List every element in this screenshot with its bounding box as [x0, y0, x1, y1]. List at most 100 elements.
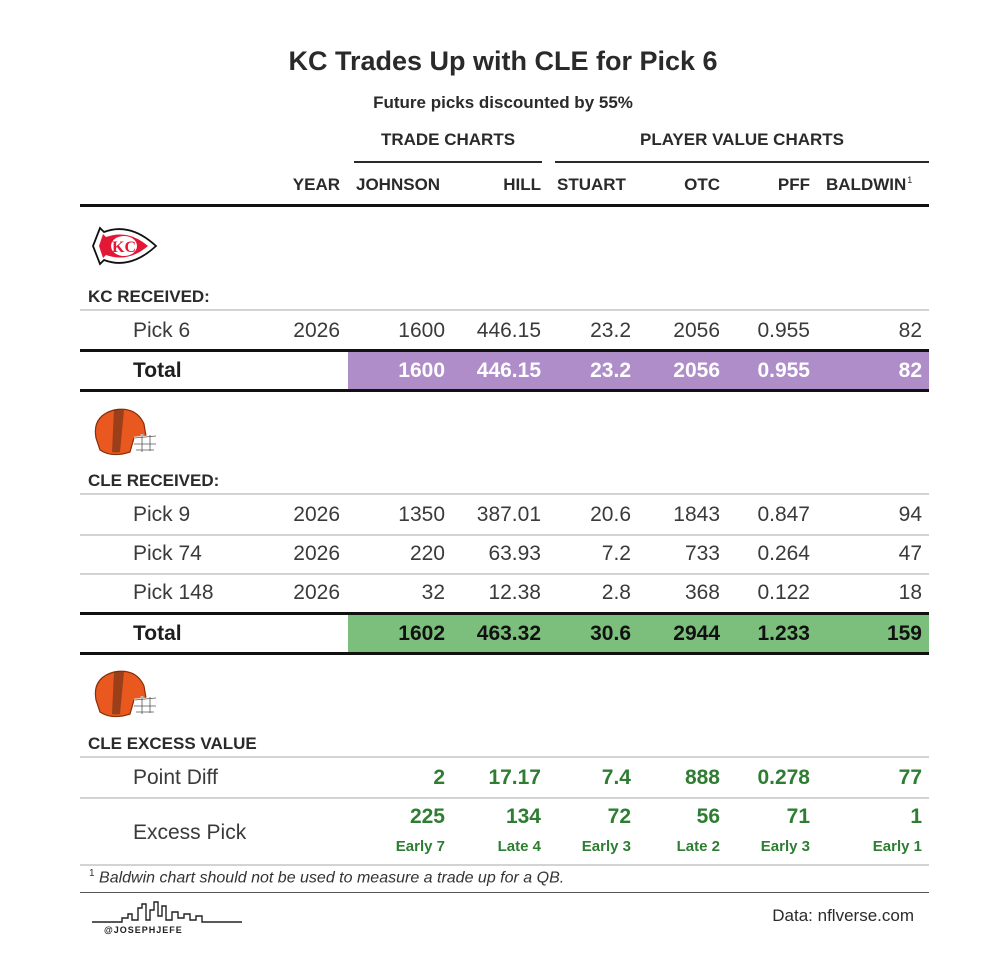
total-baldwin: 159 [886, 622, 922, 645]
row-label: Point Diff [133, 766, 218, 789]
row-label: Pick 148 [133, 581, 214, 604]
table-row: Pick 9 2026 1350 387.01 20.6 1843 0.847 … [80, 496, 929, 534]
row-label: Pick 74 [133, 542, 202, 565]
cell-johnson: 1600 [398, 319, 445, 342]
excess-baldwin-round: Early 1 [872, 838, 922, 855]
diff-stuart: 7.4 [601, 766, 631, 789]
diff-pff: 0.278 [757, 766, 810, 789]
table-row: Pick 74 2026 220 63.93 7.2 733 0.264 47 [80, 535, 929, 573]
cle-group-rule [80, 493, 929, 495]
cell-otc: 2056 [673, 319, 720, 342]
row-divider [80, 573, 929, 575]
kc-chiefs-arrowhead-icon: KC [92, 226, 158, 266]
cell-baldwin: 18 [898, 581, 922, 604]
total-otc: 2056 [673, 359, 720, 382]
cle-total-bottom-rule [80, 652, 929, 655]
cle-total-top-rule [80, 612, 929, 615]
total-label: Total [133, 622, 182, 645]
cell-stuart: 7.2 [601, 542, 631, 565]
cell-year: 2026 [293, 581, 340, 604]
excess-pff: 71 [786, 805, 810, 828]
kc-group-rule [80, 309, 929, 311]
cle-excess-value-label: CLE EXCESS VALUE [88, 734, 257, 753]
cell-stuart: 2.8 [601, 581, 631, 604]
table-row: Pick 148 2026 32 12.38 2.8 368 0.122 18 [80, 574, 929, 612]
cell-otc: 733 [684, 542, 720, 565]
total-stuart: 23.2 [590, 359, 631, 382]
excess-stuart-round: Early 3 [581, 838, 631, 855]
excess-otc-round: Late 2 [676, 838, 720, 855]
svg-text:KC: KC [112, 239, 136, 256]
header-rule [80, 204, 929, 207]
excess-baldwin: 1 [910, 805, 922, 828]
chart-subtitle: Future picks discounted by 55% [373, 93, 633, 112]
column-header-baldwin: BALDWIN1 [826, 175, 912, 195]
cell-hill: 446.15 [476, 319, 541, 342]
footnote-mark: 1 [89, 868, 95, 879]
kc-total-bottom-rule [80, 389, 929, 392]
point-diff-row: Point Diff 2 17.17 7.4 888 0.278 77 [80, 759, 929, 797]
excess-stuart: 72 [607, 805, 631, 828]
row-divider [80, 534, 929, 536]
author-handle: @JOSEPHJEFE [104, 925, 183, 935]
chart-title: KC Trades Up with CLE for Pick 6 [288, 46, 718, 76]
cell-year: 2026 [293, 503, 340, 526]
kc-total-highlight [348, 352, 929, 390]
total-pff: 0.955 [757, 359, 810, 382]
total-label: Total [133, 359, 182, 382]
cell-stuart: 23.2 [590, 319, 631, 342]
column-header-year: YEAR [292, 175, 340, 194]
data-source: Data: nflverse.com [772, 906, 914, 925]
row-label: Excess Pick [133, 821, 247, 844]
cell-hill: 12.38 [488, 581, 541, 604]
diff-baldwin: 77 [898, 766, 922, 789]
excess-otc: 56 [696, 805, 720, 828]
kc-total-top-rule [80, 349, 929, 352]
column-header-johnson: JOHNSON [356, 175, 441, 194]
excess-johnson-round: Early 7 [395, 838, 445, 855]
total-hill: 463.32 [476, 622, 541, 645]
diff-johnson: 2 [433, 766, 445, 789]
row-label: Pick 6 [133, 319, 191, 342]
total-stuart: 30.6 [590, 622, 631, 645]
excess-pff-round: Early 3 [760, 838, 810, 855]
cell-pff: 0.847 [757, 503, 810, 526]
table-row: Pick 6 2026 1600 446.15 23.2 2056 0.955 … [80, 312, 929, 350]
skyline-icon [92, 901, 242, 923]
table-bottom-rule [80, 864, 929, 866]
spanner-trade-charts-line [354, 161, 542, 163]
total-otc: 2944 [673, 622, 720, 645]
excess-hill: 134 [505, 805, 541, 828]
total-baldwin: 82 [898, 359, 922, 382]
cell-pff: 0.955 [757, 319, 810, 342]
cell-stuart: 20.6 [590, 503, 631, 526]
cell-otc: 368 [684, 581, 720, 604]
kc-received-label: KC RECEIVED: [88, 287, 210, 306]
diff-hill: 17.17 [488, 766, 541, 789]
total-johnson: 1600 [398, 359, 445, 382]
cell-baldwin: 94 [898, 503, 922, 526]
cell-year: 2026 [293, 319, 340, 342]
cle-received-label: CLE RECEIVED: [88, 471, 220, 490]
cell-pff: 0.264 [757, 542, 810, 565]
row-divider [80, 797, 929, 799]
column-header-otc: OTC [684, 175, 720, 194]
baldwin-footnote-mark: 1 [907, 175, 913, 186]
total-johnson: 1602 [398, 622, 445, 645]
total-pff: 1.233 [757, 622, 810, 645]
cell-otc: 1843 [673, 503, 720, 526]
cell-year: 2026 [293, 542, 340, 565]
column-header-hill: HILL [503, 175, 541, 194]
excess-pick-row: Excess Pick 225 Early 7 134 Late 4 72 Ea… [80, 803, 929, 863]
kc-total-row: Total 1600 446.15 23.2 2056 0.955 82 [80, 352, 929, 390]
cle-browns-helmet-icon [94, 670, 157, 718]
total-hill: 446.15 [476, 359, 541, 382]
cell-johnson: 1350 [398, 503, 445, 526]
footer-rule [80, 892, 929, 893]
cell-hill: 387.01 [476, 503, 541, 526]
cell-johnson: 32 [421, 581, 445, 604]
spanner-trade-charts: TRADE CHARTS [380, 130, 516, 149]
excess-johnson: 225 [409, 805, 445, 828]
cle-total-highlight [348, 615, 929, 653]
cell-baldwin: 82 [898, 319, 922, 342]
